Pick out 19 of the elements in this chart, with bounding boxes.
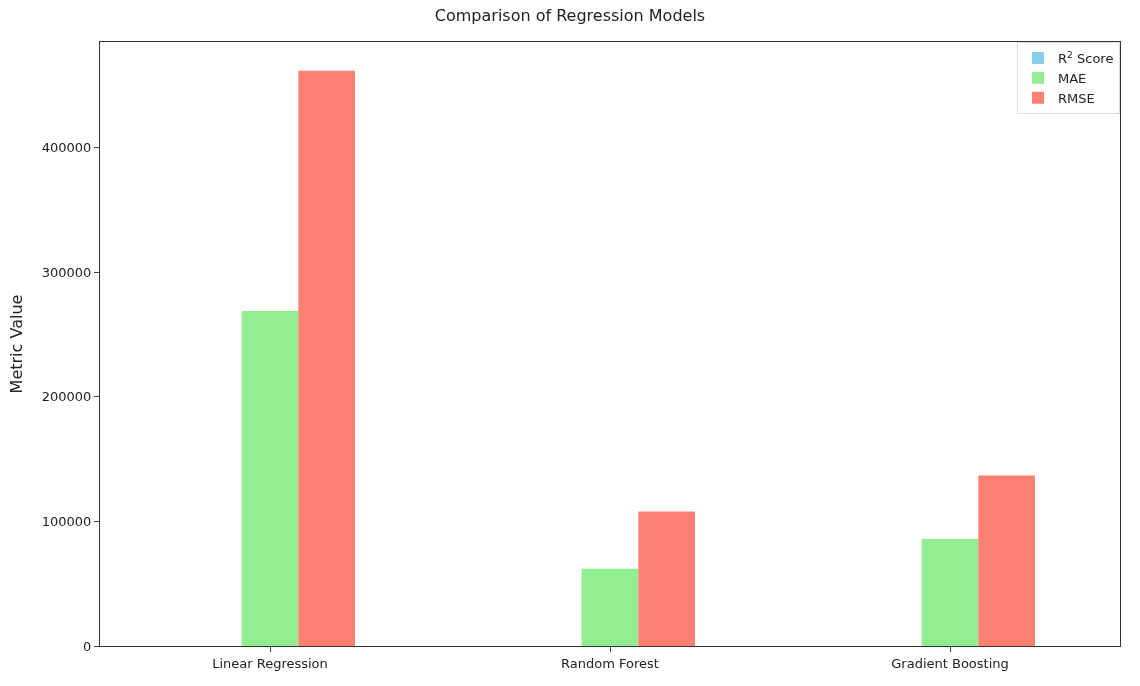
- y-tick-label: 100000: [41, 514, 92, 530]
- bar: [921, 538, 979, 646]
- chart-title: Comparison of Regression Models: [434, 6, 706, 26]
- legend-label: R$^{2}$ Score: [1058, 49, 1114, 67]
- y-axis-title: Metric Value: [6, 294, 26, 394]
- bar: [581, 568, 639, 646]
- y-tick-label: 400000: [41, 140, 92, 156]
- x-tick-label: Random Forest: [561, 655, 659, 671]
- bar: [298, 70, 355, 646]
- bar: [978, 475, 1035, 646]
- x-tick-label: Gradient Boosting: [891, 655, 1009, 671]
- y-tick-label: 300000: [41, 264, 92, 280]
- legend-label: MAE: [1058, 70, 1087, 86]
- legend-label: RMSE: [1058, 90, 1095, 106]
- y-tick-label: 200000: [41, 389, 92, 405]
- bar: [241, 311, 299, 646]
- y-tick-label: 0: [83, 638, 92, 654]
- x-tick-label: Linear Regression: [212, 655, 328, 671]
- bar: [638, 511, 695, 646]
